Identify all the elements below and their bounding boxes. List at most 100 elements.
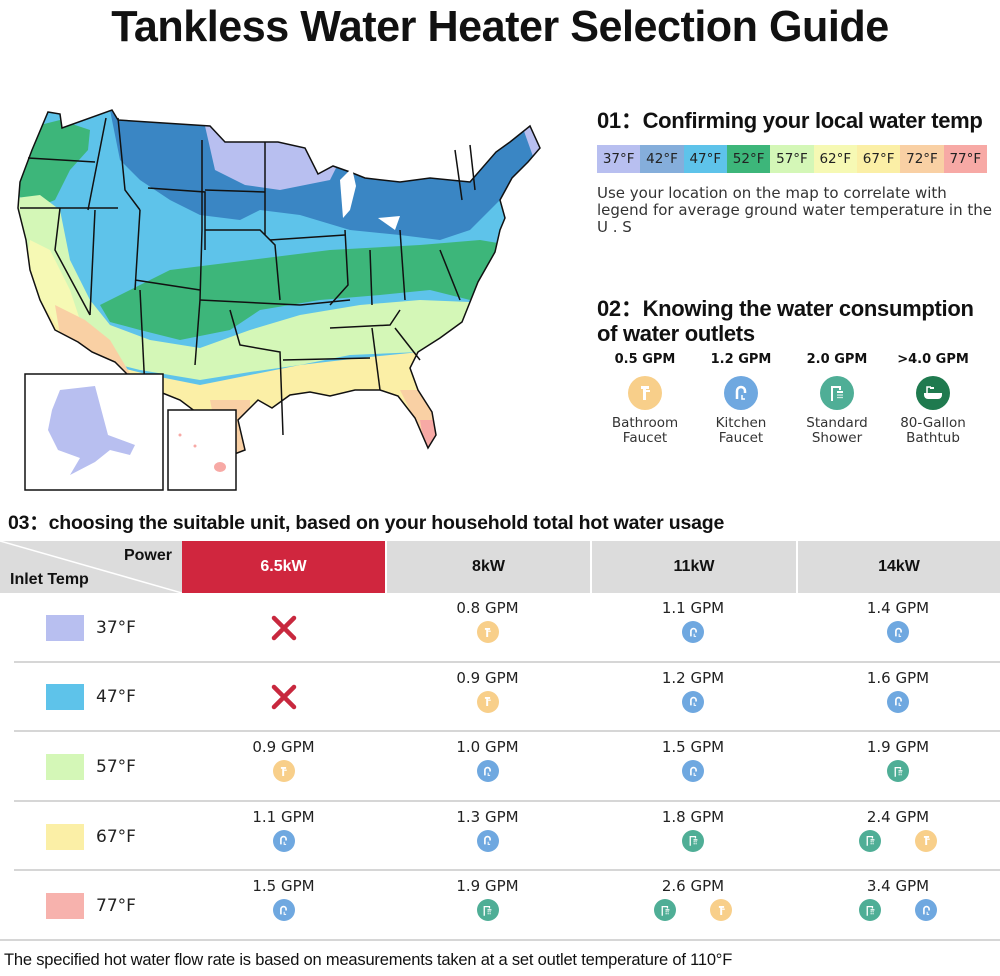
kitchen-faucet-icon (272, 829, 295, 852)
flow-rate-cell: 0.9 GPM (182, 732, 385, 802)
temp-color-swatch (46, 753, 84, 780)
flow-rate-value: 1.5 GPM (252, 877, 315, 896)
legend-swatch-67: 67°F (856, 145, 901, 173)
flow-rate-value: 2.4 GPM (866, 807, 930, 826)
table-header: Power Inlet Temp 6.5kW 8kW 11kW 14kW (0, 541, 1000, 593)
legend-swatch-42: 42°F (640, 145, 684, 173)
shower-icon (476, 899, 499, 922)
flow-rate-cell: 1.1 GPM (590, 593, 796, 663)
unit-selection-table: Power Inlet Temp 6.5kW 8kW 11kW 14kW 37°… (0, 541, 1000, 941)
page-title: Tankless Water Heater Selection Guide (111, 2, 889, 51)
outlet-icons (476, 690, 499, 713)
table-row: 47°F 0.9 GPM 1.2 GPM 1.6 GPM (0, 663, 1000, 733)
outlet-icons (887, 621, 909, 643)
bathtub-icon (916, 376, 950, 410)
kitchen-faucet-icon (887, 621, 909, 643)
column-header-8kw: 8kW (385, 541, 590, 593)
shower-icon (887, 760, 909, 783)
flow-rate-cell: 1.5 GPM (590, 732, 796, 802)
outlet-icons (887, 690, 909, 713)
outlet-icons (476, 760, 499, 783)
hawaii-inset-frame (167, 409, 237, 491)
flow-rate-cell: 1.6 GPM (796, 663, 1000, 733)
flow-rate-cell: 1.1 GPM (182, 802, 385, 872)
table-row: 77°F 1.5 GPM 1.9 GPM 2.6 GPM 3.4 GPM (0, 871, 1000, 941)
outlet-icons (476, 621, 499, 643)
outlet-icons (682, 690, 704, 713)
legend-swatch-57: 57°F (770, 145, 814, 173)
section2-heading: 02：Knowing the water consumption of wate… (597, 296, 974, 346)
outlet-bathtub: >4.0 GPM 80-Gallon Bathtub (897, 352, 969, 446)
outlet-standard-shower: 2.0 GPM Standard Shower (806, 352, 868, 446)
flow-rate-value: 3.4 GPM (866, 877, 930, 896)
legend-swatch-62: 62°F (813, 145, 857, 173)
inlet-temp-cell: 77°F (0, 871, 182, 941)
flow-rate-value: 1.6 GPM (866, 668, 930, 687)
outlet-list: 0.5 GPM Bathroom Faucet 1.2 GPM Kitchen … (597, 352, 982, 446)
outlet-icons (887, 760, 909, 783)
outlet-icons (272, 829, 295, 852)
shower-icon (859, 899, 881, 922)
flow-rate-value: 1.2 GPM (661, 668, 725, 687)
flow-rate-value: 1.4 GPM (866, 599, 930, 617)
column-header-6-5kw: 6.5kW (182, 541, 385, 593)
flow-rate-value: 1.5 GPM (661, 738, 725, 757)
temp-color-swatch (46, 614, 84, 641)
temp-color-swatch (46, 823, 84, 850)
bathroom-faucet-icon (915, 829, 937, 852)
bathroom-faucet-icon (476, 690, 499, 713)
temp-color-swatch (46, 684, 84, 711)
flow-rate-cell: 3.4 GPM (796, 871, 1000, 941)
outlet-icons (682, 621, 704, 643)
flow-rate-value: 0.9 GPM (252, 738, 315, 757)
kitchen-faucet-icon (682, 690, 704, 713)
flow-rate-cell: 0.8 GPM (385, 593, 590, 663)
flow-rate-cell: 1.9 GPM (385, 871, 590, 941)
column-header-14kw: 14kW (796, 541, 1000, 593)
inlet-temp-label: 77°F (96, 896, 136, 917)
flow-rate-value: 1.8 GPM (661, 807, 725, 826)
corner-inlet-label: Inlet Temp (10, 571, 89, 588)
temp-color-swatch (46, 893, 84, 920)
flow-rate-value: 0.8 GPM (456, 599, 519, 617)
section3-heading: 03：choosing the suitable unit, based on … (8, 512, 725, 534)
flow-rate-value: 1.9 GPM (456, 877, 519, 896)
shower-icon (682, 829, 704, 852)
inlet-temp-cell: 67°F (0, 802, 182, 872)
flow-rate-cell: 1.8 GPM (590, 802, 796, 872)
kitchen-faucet-icon (272, 899, 295, 922)
flow-rate-cell: 0.9 GPM (385, 663, 590, 733)
inlet-temp-cell: 57°F (0, 732, 182, 802)
inlet-temp-label: 37°F (96, 617, 136, 638)
flow-rate-cell: 1.3 GPM (385, 802, 590, 872)
not-supported-x-icon (271, 615, 296, 641)
flow-rate-cell: 1.4 GPM (796, 593, 1000, 663)
inlet-temp-label: 57°F (96, 756, 136, 777)
shower-icon (859, 829, 881, 852)
kitchen-faucet-icon (724, 376, 758, 410)
inlet-temp-cell: 47°F (0, 663, 182, 733)
flow-rate-value: 1.1 GPM (252, 807, 315, 826)
table-row: 57°F 0.9 GPM 1.0 GPM 1.5 GPM 1.9 GPM (0, 732, 1000, 802)
legend-swatch-37: 37°F (597, 145, 641, 173)
bathroom-faucet-icon (628, 376, 662, 410)
kitchen-faucet-icon (887, 690, 909, 713)
temperature-legend: 37°F 42°F 47°F 52°F 57°F 62°F 67°F 72°F … (597, 145, 987, 173)
flow-rate-cell: 1.0 GPM (385, 732, 590, 802)
section1-heading: 01：Confirming your local water temp (597, 108, 983, 133)
flow-rate-cell: 1.5 GPM (182, 871, 385, 941)
table-row: 37°F 0.8 GPM 1.1 GPM 1.4 GPM (0, 593, 1000, 663)
flow-rate-cell (182, 593, 385, 663)
section-water-outlets: 02：Knowing the water consumption of wate… (597, 296, 997, 446)
kitchen-faucet-icon (476, 829, 499, 852)
flow-rate-cell: 1.9 GPM (796, 732, 1000, 802)
header-corner: Power Inlet Temp (0, 541, 182, 593)
inlet-temp-label: 47°F (96, 687, 136, 708)
corner-power-label: Power (123, 547, 172, 564)
inlet-temp-label: 67°F (96, 826, 136, 847)
kitchen-faucet-icon (682, 621, 704, 643)
outlet-icons (859, 899, 937, 922)
table-body: 37°F 0.8 GPM 1.1 GPM 1.4 GPM 47°F 0.9 GPM 1.2 … (0, 593, 1000, 941)
kitchen-faucet-icon (915, 899, 937, 922)
outlet-icons (682, 760, 704, 783)
